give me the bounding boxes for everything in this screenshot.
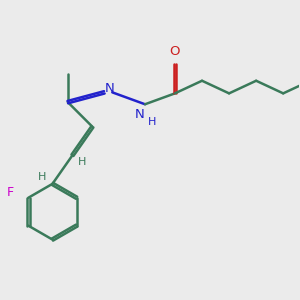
Text: F: F	[7, 186, 14, 199]
Text: O: O	[170, 45, 180, 58]
Text: N: N	[135, 108, 145, 121]
Text: N: N	[104, 82, 114, 95]
Text: H: H	[148, 117, 156, 127]
Text: H: H	[38, 172, 47, 182]
Text: H: H	[78, 157, 87, 167]
